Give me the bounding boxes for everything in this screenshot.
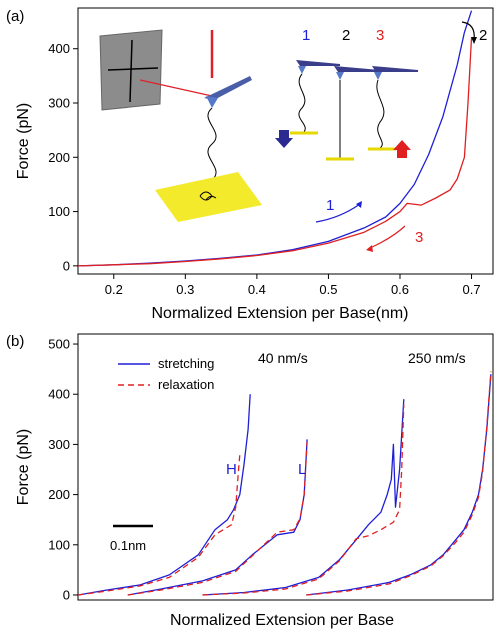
panel-a-annotations: 1 3 2 — [315, 21, 487, 252]
state-schematics: 1 2 3 — [275, 27, 418, 161]
arrow-1-label: 1 — [326, 197, 334, 214]
cantilever — [204, 76, 252, 100]
panel-b-ylabel: Force (pN) — [15, 429, 32, 505]
panel-a-ytick-label-3: 300 — [48, 96, 70, 111]
arrow-3-label: 3 — [415, 229, 423, 246]
arrow-2-head — [471, 37, 477, 44]
panel-a-ylabel: Force (pN) — [15, 103, 32, 179]
panel-b-series-relaxation-1 — [77, 454, 241, 596]
panel-a-ticks: 0 100 200 300 400 0.2 0.3 0.4 0.5 0.6 0.7 — [48, 41, 480, 297]
state-3-label: 3 — [376, 27, 384, 44]
panel-b-ytick-label-4: 400 — [48, 387, 70, 402]
state-3-cantilever — [372, 66, 418, 72]
panel-b-ticks: 0 100 200 300 400 500 — [48, 337, 78, 602]
panel-a-xlabel: Normalized Extension per Base(nm) — [152, 305, 409, 322]
panel-a-ytick-label-2: 200 — [48, 150, 70, 165]
panel-b-series-stretching-2 — [127, 439, 308, 596]
curve-h-label: H — [226, 461, 237, 478]
state-2-tip — [336, 72, 344, 80]
arrow-2-label: 2 — [479, 27, 487, 44]
panel-a-xtick-label-3: 0.5 — [319, 282, 337, 297]
panel-b-lines — [77, 371, 492, 596]
panel-b-ytick-label-5: 500 — [48, 337, 70, 352]
panel-a-lines — [77, 10, 473, 267]
panel-a-series-line-1 — [77, 37, 473, 267]
rate-250-label: 250 nm/s — [408, 350, 466, 366]
state-3-tip — [374, 72, 382, 80]
rate-40-label: 40 nm/s — [258, 350, 308, 366]
panel-b-ytick-label-0: 0 — [63, 587, 70, 602]
afm-schematic — [99, 29, 262, 222]
state-3-dna — [376, 79, 385, 149]
arrow-3-head — [366, 245, 373, 252]
laser-beam-reflected — [139, 79, 213, 97]
arrow-3 — [369, 225, 406, 249]
panel-b-ytick-label-2: 200 — [48, 487, 70, 502]
arrow-1-head — [356, 201, 362, 208]
detector-crosshair-h — [107, 67, 159, 71]
panel-a-xtick-label-1: 0.3 — [176, 282, 194, 297]
afm-tip — [206, 96, 218, 108]
panel-a-ytick-label-1: 100 — [48, 204, 70, 219]
panel-a-xtick-label-2: 0.4 — [248, 282, 266, 297]
state-3-up-arrow — [393, 140, 411, 158]
state-2-cantilever — [334, 66, 380, 72]
panel-b-series-relaxation-3 — [127, 441, 308, 596]
panel-a-ytick-label-0: 0 — [63, 258, 70, 273]
state-1-tip — [298, 66, 306, 74]
panel-a-ytick-label-4: 400 — [48, 41, 70, 56]
panel-a-xtick-label-0: 0.2 — [105, 282, 123, 297]
state-1-label: 1 — [302, 27, 310, 44]
legend: stretching relaxation — [118, 356, 214, 392]
panel-b-frame — [77, 333, 494, 601]
scale-bar-label: 0.1nm — [110, 538, 146, 553]
panel-b-label: (b) — [6, 333, 24, 350]
panel-a-xtick-label-4: 0.6 — [391, 282, 409, 297]
panel-a-frame — [77, 7, 494, 275]
detector-crosshair-v — [129, 39, 133, 103]
arrow-1 — [315, 203, 361, 223]
panel-b-series-stretching-0 — [77, 394, 251, 596]
state-1-down-arrow — [275, 130, 293, 148]
state-1-cantilever — [296, 60, 340, 66]
state-1-dna — [298, 73, 306, 133]
panel-b-series-stretching-4 — [202, 399, 405, 596]
panel-a-xtick-label-5: 0.7 — [462, 282, 480, 297]
curve-l-label: L — [298, 461, 306, 478]
panel-b-ytick-label-3: 300 — [48, 437, 70, 452]
legend-stretching-label: stretching — [158, 356, 214, 371]
panel-b-xlabel: Normalized Extension per Base — [170, 612, 394, 629]
dna-coil — [199, 191, 217, 201]
panel-b-ytick-label-1: 100 — [48, 537, 70, 552]
panel-b-series-relaxation-7 — [306, 371, 492, 596]
legend-relaxation-label: relaxation — [158, 377, 214, 392]
panel-a-label: (a) — [6, 8, 24, 25]
panel-b-series-relaxation-5 — [202, 404, 405, 596]
state-2-label: 2 — [342, 27, 350, 44]
